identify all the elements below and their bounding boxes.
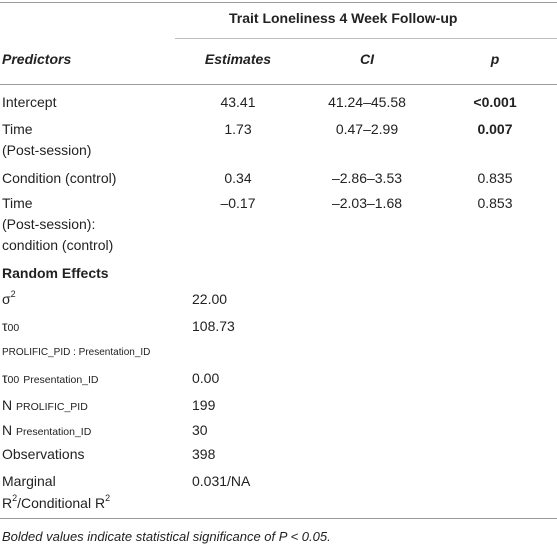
sigma2-value: 22.00 [192,291,228,307]
bottom-rule [0,518,557,519]
r2-value: 0.031/NA [192,473,251,489]
header-rule [0,84,557,85]
tau00-presentation-value: 0.00 [192,370,220,386]
predictor-label-line2: (Post-session): [2,216,96,232]
ci-value: 41.24–45.58 [328,94,406,110]
p-value: 0.007 [477,121,513,137]
predictor-label: Condition (control) [2,170,117,186]
tau00-group-label: PROLIFIC_PID : Presentation_ID [2,347,151,358]
outcome-header: Trait Loneliness 4 Week Follow-up [229,10,458,26]
tau00-presentation-label: τ00 Presentation_ID [2,370,99,386]
p-value: 0.853 [477,195,513,211]
tau00-label: τ00 [2,318,20,334]
predictor-label: Time [2,195,33,211]
ci-value: –2.03–1.68 [331,195,403,211]
sigma2-label: σ2 [2,289,16,307]
predictor-label-line3: condition (control) [2,237,114,253]
observations-label: Observations [2,446,85,462]
p-value: <0.001 [473,94,517,110]
estimate-value: 1.73 [224,121,252,137]
p-header: p [490,51,500,67]
r2-label-line2: R2/Conditional R2 [2,493,111,511]
predictor-label: Intercept [2,94,57,110]
r2-label-line1: Marginal [2,473,56,489]
n-presentation-value: 30 [192,422,208,438]
ci-header: CI [360,51,374,67]
ci-value: 0.47–2.99 [335,121,399,137]
top-rule [0,2,557,3]
predictor-label: Time [2,121,33,137]
n-prolific-value: 199 [192,397,216,413]
n-prolific-label: N PROLIFIC_PID [2,397,88,413]
random-effects-header: Random Effects [2,265,109,281]
estimates-header: Estimates [204,51,272,67]
estimate-value: 0.34 [224,170,252,186]
ci-value: –2.86–3.53 [331,170,403,186]
p-value: 0.835 [477,170,513,186]
outcome-underline [175,38,557,39]
estimate-value: –0.17 [220,195,256,211]
observations-value: 398 [192,446,216,462]
tau00-value: 108.73 [192,318,235,334]
predictors-header: Predictors [2,51,72,67]
predictor-label-line2: (Post-session) [2,142,92,158]
n-presentation-label: N Presentation_ID [2,422,92,438]
estimate-value: 43.41 [220,94,256,110]
table-footnote: Bolded values indicate statistical signi… [2,529,331,544]
